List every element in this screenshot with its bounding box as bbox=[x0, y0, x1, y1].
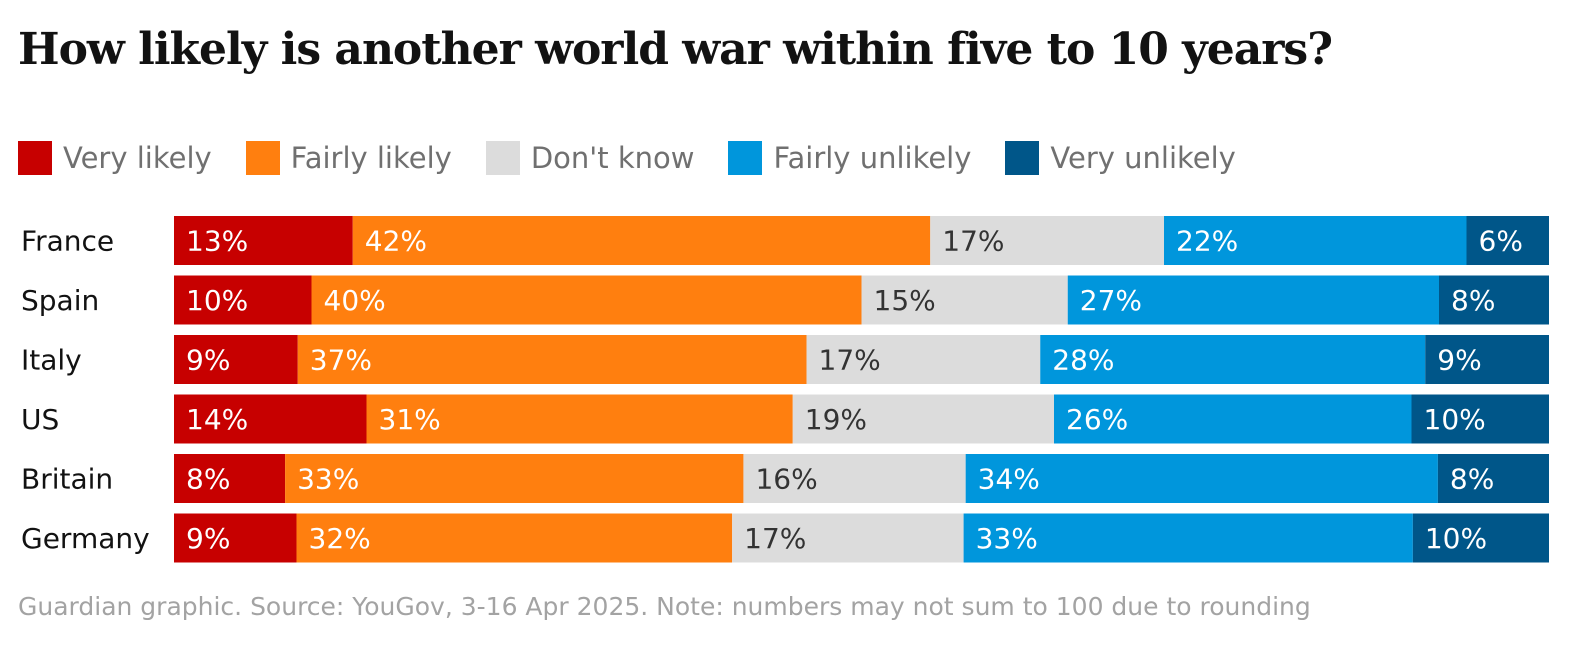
data-label: 15% bbox=[874, 284, 936, 317]
category-label: France bbox=[21, 225, 114, 258]
data-label: 33% bbox=[976, 522, 1038, 555]
bar-segment-fairly-unlikely bbox=[1040, 335, 1426, 384]
legend-swatch bbox=[728, 141, 763, 175]
legend-swatch bbox=[1005, 141, 1040, 175]
bar-segment-fairly-likely bbox=[296, 513, 733, 563]
data-label: 13% bbox=[186, 225, 248, 258]
bar-segment-don-t-know bbox=[792, 394, 1054, 444]
legend-label: Very unlikely bbox=[1050, 141, 1236, 175]
bar-segment-fairly-unlikely bbox=[1054, 394, 1412, 444]
bar-segment-fairly-unlikely bbox=[963, 513, 1413, 563]
legend-item-fairly-unlikely: Fairly unlikely bbox=[728, 141, 971, 175]
stacked-bar-chart: France 13% 42% 17% 22% 6% Spain 10% 40% 15% 27% 8% I… bbox=[21, 216, 1549, 563]
data-label: 22% bbox=[1176, 225, 1238, 258]
data-label: 8% bbox=[1450, 463, 1494, 496]
data-label: 16% bbox=[755, 463, 817, 496]
legend-swatch bbox=[18, 141, 52, 175]
bar-row-spain: Spain 10% 40% 15% 27% 8% bbox=[21, 275, 1549, 325]
data-label: 42% bbox=[365, 225, 427, 258]
data-label: 19% bbox=[805, 403, 867, 436]
data-label: 14% bbox=[186, 403, 248, 436]
bar-segment-very-likely bbox=[174, 394, 367, 444]
bar-row-france: France 13% 42% 17% 22% 6% bbox=[21, 216, 1549, 265]
bar-segment-very-likely bbox=[174, 513, 297, 563]
legend-swatch bbox=[245, 141, 280, 175]
legend-label: Don't know bbox=[530, 141, 695, 175]
bar-segment-fairly-likely bbox=[311, 275, 862, 325]
data-label: 9% bbox=[186, 344, 230, 377]
bar-segment-very-likely bbox=[174, 216, 353, 265]
data-label: 37% bbox=[310, 344, 372, 377]
bar-segment-very-unlikely bbox=[1412, 513, 1549, 563]
bar-row-britain: Britain 8% 33% 16% 34% 8% bbox=[21, 454, 1549, 503]
data-label: 33% bbox=[297, 463, 359, 496]
source-note: Guardian graphic. Source: YouGov, 3-16 A… bbox=[18, 592, 1311, 621]
data-label: 9% bbox=[186, 522, 230, 555]
bar-segment-very-likely bbox=[174, 454, 286, 503]
category-label: Germany bbox=[21, 522, 150, 555]
bar-segment-don-t-know bbox=[732, 513, 964, 563]
bar-segment-don-t-know bbox=[861, 275, 1068, 325]
legend-label: Fairly unlikely bbox=[773, 141, 972, 175]
category-label: Britain bbox=[21, 463, 113, 496]
bar-row-italy: Italy 9% 37% 17% 28% 9% bbox=[21, 335, 1549, 384]
legend-swatch bbox=[485, 141, 520, 175]
data-label: 17% bbox=[942, 225, 1004, 258]
category-label: Spain bbox=[21, 284, 99, 317]
bar-segment-very-unlikely bbox=[1439, 275, 1549, 325]
legend-item-very-unlikely: Very unlikely bbox=[1005, 141, 1236, 175]
data-label: 8% bbox=[186, 463, 230, 496]
legend-label: Fairly likely bbox=[290, 141, 452, 175]
data-label: 26% bbox=[1066, 403, 1128, 436]
category-label: Italy bbox=[21, 344, 82, 377]
bar-segment-don-t-know bbox=[930, 216, 1164, 265]
data-label: 6% bbox=[1479, 225, 1523, 258]
data-label: 40% bbox=[324, 284, 386, 317]
bar-segment-don-t-know bbox=[806, 335, 1041, 384]
bar-segment-fairly-likely bbox=[285, 454, 744, 503]
legend-item-don-t-know: Don't know bbox=[485, 141, 695, 175]
bar-segment-very-unlikely bbox=[1425, 335, 1549, 384]
bar-segment-fairly-likely bbox=[366, 394, 793, 444]
bar-segment-very-unlikely bbox=[1437, 454, 1549, 503]
legend-item-very-likely: Very likely bbox=[18, 141, 212, 175]
data-label: 28% bbox=[1052, 344, 1114, 377]
bar-row-us: US 14% 31% 19% 26% 10% bbox=[21, 394, 1549, 444]
data-label: 10% bbox=[1424, 403, 1486, 436]
data-label: 10% bbox=[1425, 522, 1487, 555]
data-label: 8% bbox=[1451, 284, 1495, 317]
data-label: 34% bbox=[978, 463, 1040, 496]
bar-segment-fairly-likely bbox=[352, 216, 931, 265]
category-label: US bbox=[21, 403, 59, 436]
bar-segment-very-unlikely bbox=[1466, 216, 1549, 265]
legend-item-fairly-likely: Fairly likely bbox=[245, 141, 452, 175]
bar-segment-very-unlikely bbox=[1411, 394, 1549, 444]
data-label: 32% bbox=[309, 522, 371, 555]
chart-title: How likely is another world war within f… bbox=[18, 24, 1333, 75]
bar-segment-fairly-likely bbox=[297, 335, 807, 384]
legend-label: Very likely bbox=[63, 141, 212, 175]
data-label: 27% bbox=[1080, 284, 1142, 317]
bar-segment-very-likely bbox=[174, 335, 298, 384]
bar-segment-fairly-unlikely bbox=[1067, 275, 1439, 325]
bar-segment-fairly-unlikely bbox=[965, 454, 1438, 503]
data-label: 9% bbox=[1437, 344, 1481, 377]
bar-row-germany: Germany 9% 32% 17% 33% 10% bbox=[21, 513, 1549, 563]
data-label: 10% bbox=[186, 284, 248, 317]
data-label: 17% bbox=[819, 344, 881, 377]
bar-segment-don-t-know bbox=[743, 454, 966, 503]
bar-segment-fairly-unlikely bbox=[1164, 216, 1467, 265]
chart-legend: Very likely Fairly likely Don't know Fairly… bbox=[18, 138, 1270, 178]
data-label: 17% bbox=[744, 522, 806, 555]
data-label: 31% bbox=[379, 403, 441, 436]
bar-segment-very-likely bbox=[174, 275, 312, 325]
